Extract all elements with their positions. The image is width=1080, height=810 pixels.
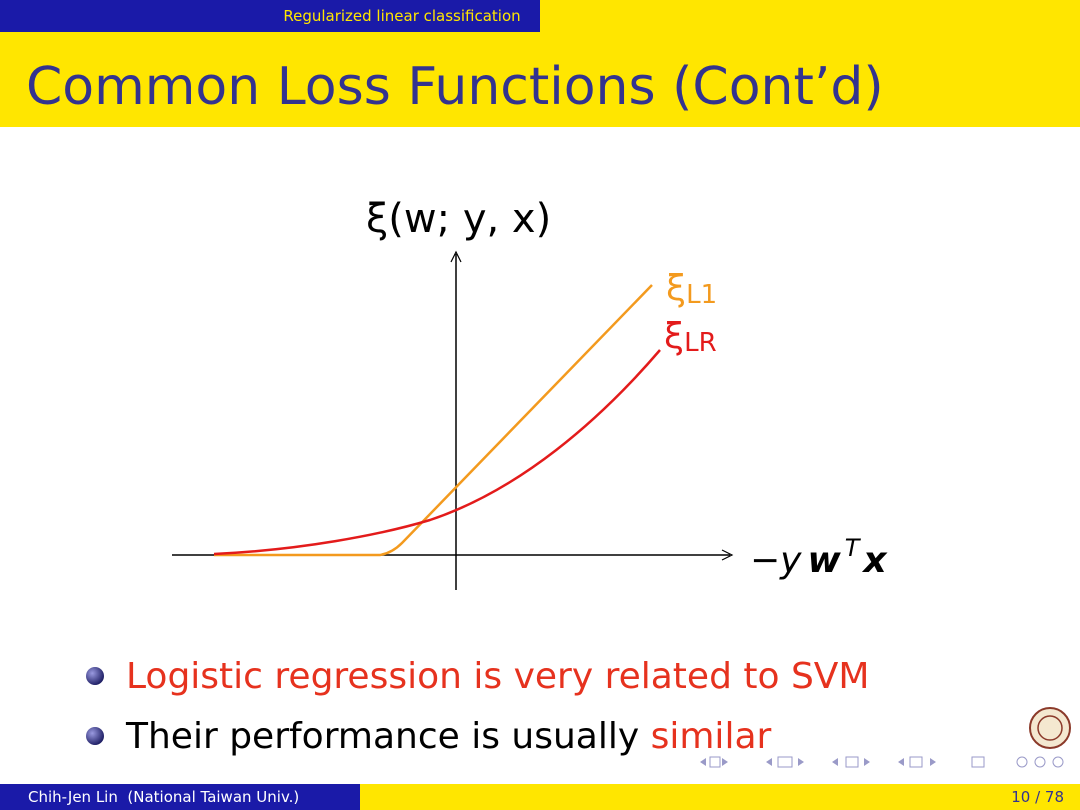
nav-align[interactable] [971, 756, 985, 768]
nav-section[interactable] [909, 756, 923, 768]
curve-symbol: ξ [664, 316, 684, 357]
bullet-icon [86, 667, 104, 685]
x-label-part: w [807, 540, 841, 581]
bullet-icon [86, 727, 104, 745]
bullet-text: Their performance is usually similar [125, 716, 772, 757]
page-number: 10 / 78 [1011, 788, 1064, 806]
nav-arrows[interactable] [700, 758, 936, 766]
l1-loss-curve [214, 284, 653, 557]
curve-symbol: ξ [666, 268, 686, 309]
curve-subscript: LR [684, 328, 717, 358]
x-label-part: −y [750, 540, 802, 581]
nav-section[interactable] [845, 756, 859, 768]
y-axis-label: ξ(w; y, x) [366, 196, 551, 242]
plain-text: Their performance is usually [125, 716, 651, 757]
nav-back[interactable] [1016, 756, 1028, 768]
x-label-part: T [845, 534, 862, 562]
logo [1029, 707, 1071, 749]
curve-subscript: L1 [686, 280, 717, 310]
y-arrow [450, 250, 462, 263]
nav-subsection[interactable] [777, 756, 793, 768]
nav-forward[interactable] [1052, 756, 1064, 768]
x-arrow [721, 549, 734, 561]
section-bar [0, 0, 540, 32]
nav-search[interactable] [1034, 756, 1046, 768]
footer-author-bar [0, 784, 360, 810]
nav-icons [700, 756, 1064, 768]
highlight-text: Logistic regression is very related to S… [126, 656, 869, 697]
x-label-part: x [861, 540, 888, 581]
logo [1037, 715, 1063, 741]
curve-label: ξLR [664, 316, 717, 358]
footer-author: Chih-Jen Lin (National Taiwan Univ.) [28, 788, 299, 806]
bullet-text: Logistic regression is very related to S… [126, 656, 869, 697]
nav-frame[interactable] [709, 756, 721, 768]
lr-loss-curve [213, 349, 661, 556]
slide-title: Common Loss Functions (Cont’d) [26, 57, 884, 117]
curve-label: ξL1 [666, 268, 717, 310]
highlight-text: similar [651, 716, 772, 757]
section-title: Regularized linear classification [283, 7, 520, 25]
